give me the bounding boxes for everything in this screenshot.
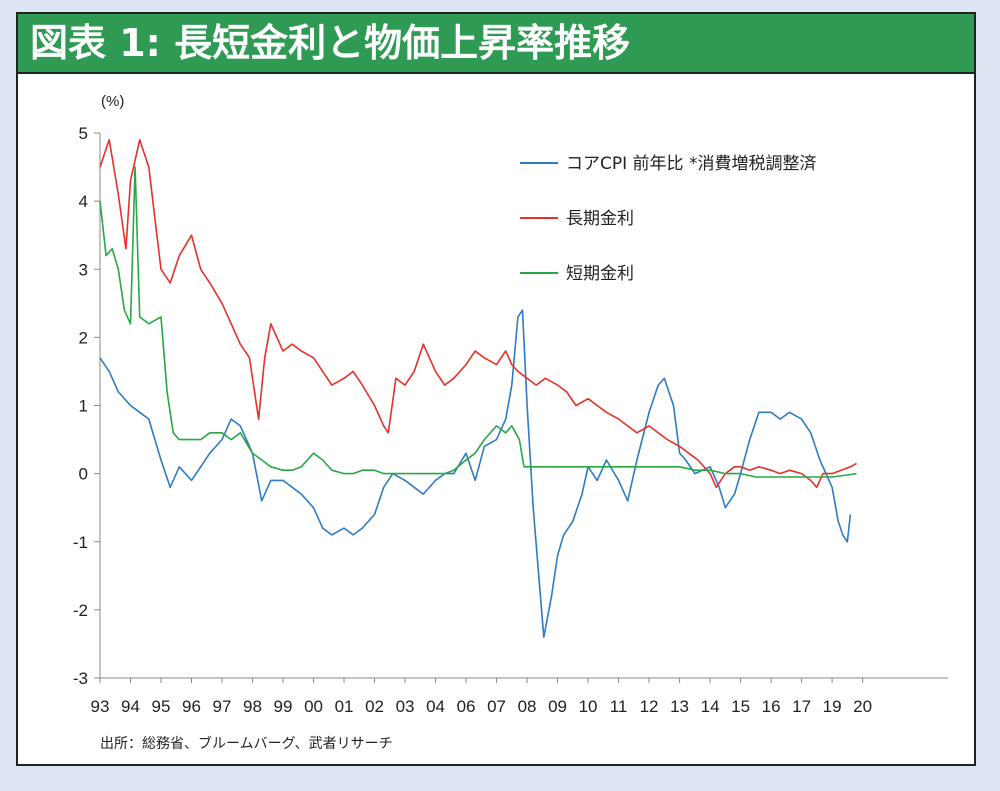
x-tick-label: 94 <box>121 697 140 716</box>
figure-frame: 図表 1: 長短金利と物価上昇率推移 <box>16 12 976 766</box>
y-tick-label: -2 <box>73 601 88 620</box>
x-tick-label: 13 <box>670 697 689 716</box>
x-tick-label: 96 <box>182 697 201 716</box>
y-axis-unit-label: (%) <box>101 93 124 110</box>
series-line-3 <box>99 166 857 478</box>
x-tick-label: 15 <box>731 697 750 716</box>
legend-label-2: 長期金利 <box>566 209 634 229</box>
y-tick-label: 5 <box>79 124 88 143</box>
x-tick-label: 04 <box>426 697 445 716</box>
x-tick-label: 16 <box>762 697 781 716</box>
x-axis-ticks: 93 94 95 96 97 98 99 00 01 02 03 04 06 07 08 09 10 11 12 13… <box>91 678 872 716</box>
x-tick-label: 97 <box>213 697 232 716</box>
y-axis-ticks: 5 4 3 2 1 0 -1 -2 -3 <box>73 124 100 688</box>
legend-label-3: 短期金利 <box>566 264 634 284</box>
x-tick-label: 14 <box>701 697 720 716</box>
x-tick-label: 00 <box>304 697 323 716</box>
x-tick-label: 07 <box>487 697 506 716</box>
title-bar: 図表 1: 長短金利と物価上昇率推移 <box>18 14 974 74</box>
x-tick-label: 02 <box>365 697 384 716</box>
x-tick-label: 08 <box>518 697 537 716</box>
x-tick-label: 11 <box>610 697 628 716</box>
y-tick-label: 4 <box>79 192 88 211</box>
x-tick-label: 09 <box>548 697 567 716</box>
x-tick-label: 95 <box>152 697 171 716</box>
legend-label-1: コアCPI 前年比 *消費増税調整済 <box>566 154 816 174</box>
y-tick-label: -1 <box>73 533 88 552</box>
x-tick-label: 03 <box>396 697 415 716</box>
x-tick-label: 10 <box>579 697 598 716</box>
figure-title: 図表 1: 長短金利と物価上昇率推移 <box>30 21 631 65</box>
x-tick-label: 93 <box>91 697 110 716</box>
x-tick-label: 99 <box>274 697 293 716</box>
y-tick-label: 0 <box>79 465 88 484</box>
x-tick-label: 98 <box>243 697 262 716</box>
x-tick-label: 19 <box>823 697 842 716</box>
y-tick-label: 3 <box>79 260 88 279</box>
x-tick-label: 06 <box>457 697 476 716</box>
y-tick-label: -3 <box>73 669 88 688</box>
y-tick-label: 2 <box>79 328 88 347</box>
source-note: 出所：総務省、ブルームバーグ、武者リサーチ <box>100 735 393 752</box>
x-tick-label: 17 <box>792 697 811 716</box>
x-tick-label: 20 <box>853 697 872 716</box>
x-tick-label: 01 <box>335 697 354 716</box>
series-line-2 <box>99 139 857 489</box>
y-tick-label: 1 <box>79 397 88 416</box>
x-tick-label: 12 <box>640 697 659 716</box>
series-lines <box>99 139 857 638</box>
